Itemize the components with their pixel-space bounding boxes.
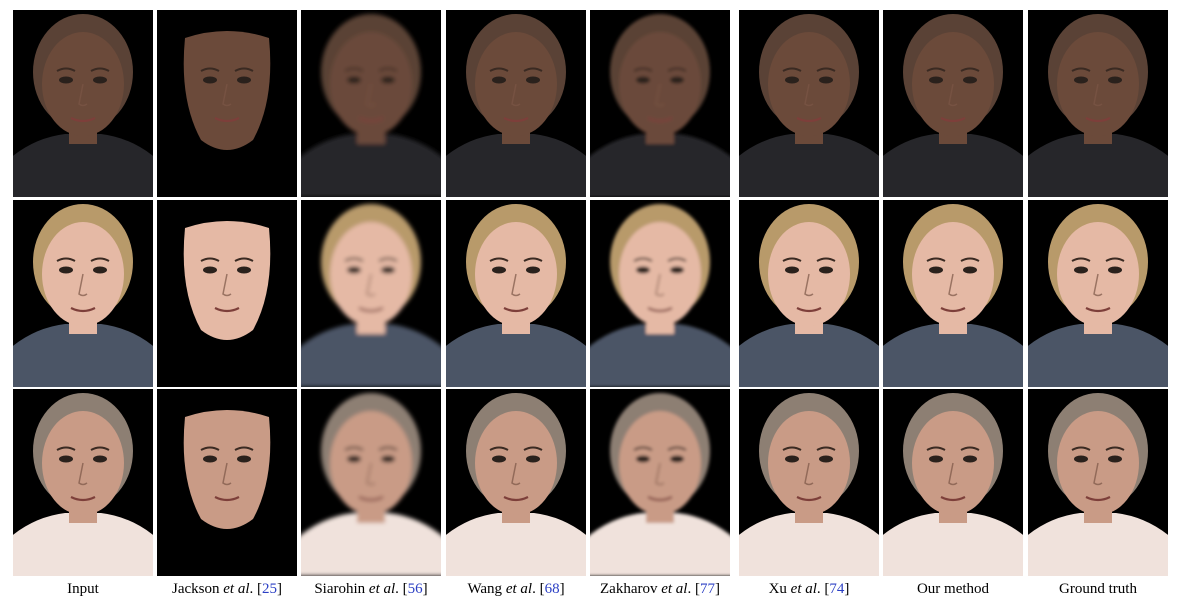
result-image xyxy=(1028,389,1168,576)
caption-text: ] xyxy=(714,581,720,597)
caption-text: ] xyxy=(277,581,282,597)
caption-italic: et al xyxy=(661,581,688,597)
result-image xyxy=(13,389,153,576)
result-image xyxy=(301,10,441,197)
column-caption: Our method xyxy=(873,581,1033,598)
citation-link[interactable]: 77 xyxy=(699,581,715,597)
result-image xyxy=(446,10,586,197)
caption-text: ] xyxy=(422,581,428,597)
caption-text: Xu xyxy=(768,581,791,597)
result-image xyxy=(739,200,879,387)
column-caption: Jackson et al. [25] xyxy=(147,581,307,598)
column-caption: Wang et al. [68] xyxy=(436,581,596,598)
result-image xyxy=(157,200,297,387)
caption-text: . [ xyxy=(532,581,545,597)
column-caption: Siarohin et al. [56] xyxy=(291,581,451,598)
caption-italic: et al xyxy=(368,581,396,597)
result-image xyxy=(739,10,879,197)
citation-link[interactable]: 68 xyxy=(544,581,560,597)
caption-text: . [ xyxy=(395,581,408,597)
result-image xyxy=(883,200,1023,387)
caption-text: . [ xyxy=(816,581,830,597)
column-caption: Ground truth xyxy=(1018,581,1178,598)
caption-text: ] xyxy=(559,581,565,597)
caption-text: . [ xyxy=(249,581,263,597)
citation-link[interactable]: 74 xyxy=(829,581,845,597)
caption-text: Jackson xyxy=(172,581,224,597)
caption-italic: et al xyxy=(505,581,533,597)
citation-link[interactable]: 25 xyxy=(262,581,277,597)
column-caption: Input xyxy=(3,581,163,598)
result-image xyxy=(301,389,441,576)
result-image xyxy=(883,389,1023,576)
caption-text: ] xyxy=(844,581,850,597)
column-caption: Zakharov et al. [77] xyxy=(580,581,740,598)
result-image xyxy=(590,200,730,387)
result-image xyxy=(590,10,730,197)
result-image xyxy=(1028,200,1168,387)
caption-text: Ground truth xyxy=(1059,581,1137,597)
result-image xyxy=(301,200,441,387)
citation-link[interactable]: 56 xyxy=(407,581,423,597)
caption-text: Our method xyxy=(916,581,990,597)
column-caption: Xu et al. [74] xyxy=(729,581,889,598)
result-image xyxy=(157,389,297,576)
result-image xyxy=(883,10,1023,197)
caption-text: . [ xyxy=(687,581,700,597)
result-image xyxy=(446,200,586,387)
result-image xyxy=(739,389,879,576)
result-image xyxy=(590,389,730,576)
caption-text: Siarohin xyxy=(314,581,369,597)
caption-text: Wang xyxy=(467,581,506,597)
result-image xyxy=(13,10,153,197)
result-image xyxy=(446,389,586,576)
caption-text: Zakharov xyxy=(600,581,662,597)
caption-italic: et al xyxy=(223,581,250,597)
result-image xyxy=(157,10,297,197)
result-image xyxy=(1028,10,1168,197)
caption-text: Input xyxy=(67,581,99,597)
result-image xyxy=(13,200,153,387)
caption-italic: et al xyxy=(790,581,817,597)
